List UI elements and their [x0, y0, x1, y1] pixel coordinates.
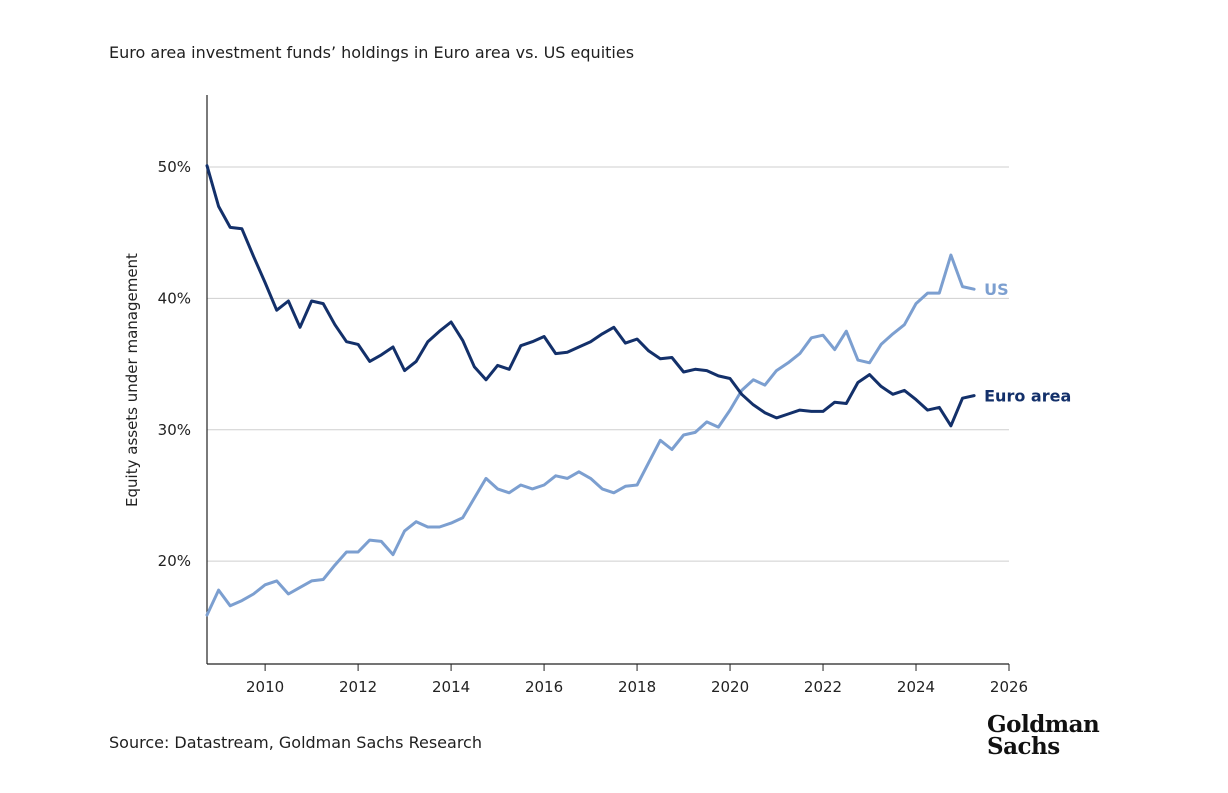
axes — [206, 95, 1009, 665]
y-tick-label: 40% — [158, 289, 191, 307]
y-axis-ticks: 20% 30% 40% 50% — [158, 158, 191, 570]
x-tick-label: 2020 — [711, 678, 749, 696]
series-label: US — [984, 280, 1009, 299]
x-tick-label: 2012 — [339, 678, 377, 696]
x-axis-ticks: 2010 2012 2014 2016 2018 2020 2022 2024 2026 — [246, 664, 1028, 696]
x-tick-label: 2014 — [432, 678, 470, 696]
logo-line-2: Sachs — [987, 733, 1060, 760]
y-tick-label: 20% — [158, 552, 191, 570]
x-tick-label: 2016 — [525, 678, 563, 696]
logo-line-1: Goldman — [987, 711, 1100, 738]
chart-title: Euro area investment funds’ holdings in … — [109, 43, 635, 62]
series-line-us — [205, 253, 976, 617]
goldman-sachs-logo: Goldman Sachs — [987, 711, 1100, 760]
source-note: Source: Datastream, Goldman Sachs Resear… — [109, 733, 482, 752]
x-tick-label: 2024 — [897, 678, 935, 696]
x-tick-label: 2022 — [804, 678, 842, 696]
series-line-euro-area — [205, 164, 976, 428]
gridlines — [207, 166, 1009, 562]
series-labels: US Euro area — [984, 280, 1071, 405]
series-lines — [205, 164, 976, 617]
x-tick-label: 2010 — [246, 678, 284, 696]
y-axis-label: Equity assets under management — [123, 253, 141, 507]
series-label: Euro area — [984, 387, 1071, 406]
x-tick-label: 2026 — [990, 678, 1028, 696]
x-tick-label: 2018 — [618, 678, 656, 696]
y-tick-label: 50% — [158, 158, 191, 176]
y-tick-label: 30% — [158, 421, 191, 439]
